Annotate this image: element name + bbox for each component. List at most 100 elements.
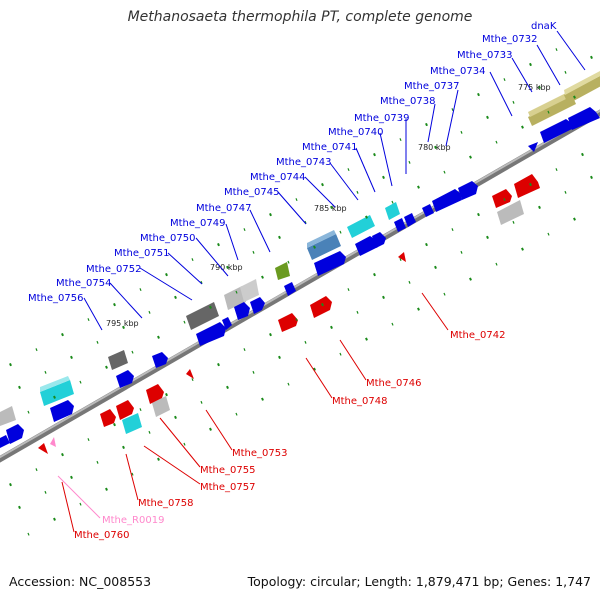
gene-label[interactable]: Mthe_0757: [200, 482, 256, 493]
gene-label[interactable]: Mthe_0760: [74, 530, 130, 541]
tick-mark: [252, 250, 255, 254]
cog-feature: [152, 396, 170, 417]
gene-label[interactable]: Mthe_0740: [328, 127, 384, 138]
tick-marks: [9, 48, 593, 536]
gene-label[interactable]: Mthe_0748: [332, 396, 388, 407]
tick-mark: [96, 460, 99, 464]
tick-mark: [555, 168, 558, 172]
gene-label[interactable]: Mthe_0738: [380, 96, 436, 107]
cog-feature: [497, 200, 524, 225]
tick-mark: [139, 288, 142, 292]
tick-mark: [278, 355, 281, 360]
tick-mark: [313, 367, 316, 371]
tick-mark: [391, 322, 394, 326]
forward-cds: [196, 322, 226, 346]
gene-label[interactable]: Mthe_0747: [196, 203, 252, 214]
tick-mark: [547, 232, 550, 236]
gene-label[interactable]: Mthe_0741: [302, 142, 358, 153]
reverse-cds: [100, 409, 116, 427]
tick-mark: [226, 265, 229, 270]
forward-cds: [314, 251, 346, 276]
tick-mark: [573, 217, 576, 221]
tick-mark: [538, 205, 541, 209]
gene-label[interactable]: Mthe_0746: [366, 378, 422, 389]
gene-label[interactable]: Mthe_0737: [404, 81, 460, 92]
forward-cds: [50, 400, 74, 422]
cog-feature: [564, 71, 600, 95]
tick-mark: [174, 295, 177, 300]
tick-mark: [330, 205, 333, 209]
reverse-cds: [38, 443, 48, 454]
gene-label[interactable]: Mthe_0755: [200, 465, 256, 476]
gene-label[interactable]: Mthe_0733: [457, 50, 513, 61]
tick-mark: [564, 70, 567, 74]
kbp-marker: 790 kbp: [210, 263, 243, 272]
tick-mark: [226, 385, 229, 390]
cog-feature: [275, 262, 290, 280]
gene-label[interactable]: Mthe_0753: [232, 448, 288, 459]
tick-mark: [486, 235, 489, 239]
gene-label[interactable]: Mthe_0751: [114, 248, 170, 259]
forward-labels: dnaK Mthe_0732 Mthe_0733 Mthe_0734 Mthe_…: [28, 21, 557, 304]
tick-mark: [35, 348, 38, 352]
tick-mark: [425, 242, 428, 247]
rna-label[interactable]: Mthe_R0019: [102, 515, 164, 526]
gene-label[interactable]: Mthe_0756: [28, 293, 84, 304]
kbp-marker: 775 kbp: [518, 83, 551, 92]
gene-label-dnak[interactable]: dnaK: [531, 21, 557, 32]
tick-mark: [27, 532, 30, 536]
tick-mark: [434, 145, 437, 149]
kbp-marker: 780 kbp: [418, 143, 451, 152]
kbp-marker: 795 kbp: [106, 319, 139, 328]
tick-mark: [512, 100, 515, 104]
forward-cds: [284, 282, 296, 296]
gene-label[interactable]: Mthe_0752: [86, 264, 142, 275]
forward-cds: [528, 142, 538, 152]
reverse-cds: [492, 189, 512, 208]
tick-mark: [44, 370, 47, 374]
tick-mark: [495, 140, 498, 144]
forward-leader-lines: [83, 30, 586, 331]
map-title: Methanosaeta thermophila PT, complete ge…: [127, 9, 473, 25]
tick-mark: [382, 175, 385, 179]
forward-cds: [355, 236, 378, 256]
tick-mark: [365, 337, 368, 341]
cog-feature: [385, 202, 400, 220]
cog-feature: [528, 95, 576, 126]
tick-mark: [469, 155, 472, 159]
tick-mark: [373, 152, 376, 157]
cog-feature: [564, 76, 600, 104]
gene-label[interactable]: Mthe_0743: [276, 157, 332, 168]
tick-mark: [87, 438, 90, 442]
gene-label[interactable]: Mthe_0744: [250, 172, 306, 183]
cog-feature: [122, 413, 142, 434]
reverse-cds: [146, 384, 164, 404]
tick-mark: [269, 332, 272, 337]
reverse-cds: [186, 369, 194, 379]
gene-label[interactable]: Mthe_0742: [450, 330, 506, 341]
forward-cds: [404, 213, 416, 227]
tick-mark: [27, 410, 30, 414]
gene-label[interactable]: Mthe_0732: [482, 34, 538, 45]
tick-mark: [313, 245, 316, 249]
cog-feature: [40, 376, 70, 392]
tick-mark: [18, 505, 21, 510]
cog-feature: [528, 90, 574, 117]
tick-mark: [44, 490, 47, 494]
gene-label[interactable]: Mthe_0754: [56, 278, 112, 289]
forward-cds: [458, 181, 478, 200]
reverse-cds: [116, 400, 134, 420]
kbp-markers: 775 kbp 780 kbp 785 kbp 790 kbp 795 kbp: [106, 83, 551, 328]
reverse-cds: [310, 296, 332, 318]
gene-label[interactable]: Mthe_0739: [354, 113, 410, 124]
tick-mark: [96, 340, 99, 344]
gene-label[interactable]: Mthe_0750: [140, 233, 196, 244]
rna-feature: [50, 437, 56, 447]
tick-mark: [235, 290, 238, 294]
gene-label[interactable]: Mthe_0758: [138, 498, 194, 509]
tick-mark: [339, 352, 342, 356]
gene-label[interactable]: Mthe_0734: [430, 66, 486, 77]
gene-label[interactable]: Mthe_0749: [170, 218, 226, 229]
gene-label[interactable]: Mthe_0745: [224, 187, 280, 198]
tick-mark: [122, 325, 125, 330]
